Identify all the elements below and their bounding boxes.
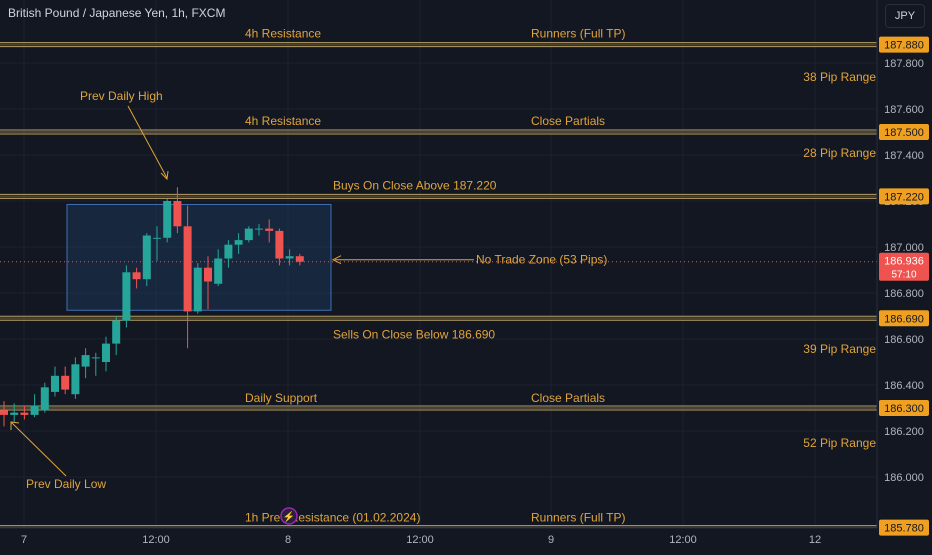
time-tick-label: 7 [21,534,27,546]
prev-low-arrow [10,421,67,477]
candle-body [142,235,151,280]
symbol-title: British Pound / Japanese Yen, 1h, FXCM [8,6,226,20]
pip-range-label: 52 Pip Range [803,436,876,450]
event-badge [280,507,298,525]
level-left-text: 4h Resistance [245,114,321,128]
grid [0,0,877,528]
price-tick-label: 187.600 [884,104,924,116]
candle-body [255,228,263,230]
candle-body [20,412,29,415]
time-tick-label: 12:00 [406,534,434,546]
candle-body [214,258,223,284]
level-price-text: 185.780 [884,523,924,535]
pip-range-label: 28 Pip Range [803,146,876,160]
level-left-text: Sells On Close Below 186.690 [333,327,495,341]
pip-range-label: 38 Pip Range [803,70,876,84]
time-tick-label: 12:00 [669,534,697,546]
level-price-tag [879,310,929,327]
level-price-tag [879,519,929,536]
price-tick-label: 186.000 [884,472,924,484]
price-tick-label: 186.800 [884,288,924,300]
prev-low-arrow-head [10,421,20,430]
current-price-tag [879,252,929,281]
level-right-text: Close Partials [531,114,605,128]
candle-body [132,272,141,280]
zone-arrow-head [331,255,342,265]
level-price-tag [879,400,929,416]
level-right-text: Runners (Full TP) [531,511,625,525]
candle-body [244,228,253,241]
price-axis[interactable]: 187.800187.600187.400187.200187.000186.8… [876,0,932,550]
time-tick-label: 9 [548,534,554,546]
pip-range-label: 39 Pip Range [803,342,876,356]
candle-body [193,267,202,312]
price-tick-label: 187.400 [884,150,924,162]
level-price-tag [879,188,929,205]
level-price-text: 187.880 [884,40,924,52]
candle-body [51,375,59,392]
prev-high-arrow-head [160,170,169,181]
level-price-tag [879,36,929,53]
candle-body [102,343,110,362]
lightning-icon: ⚡ [283,510,295,523]
prev-daily-low-label: Prev Daily Low [26,477,106,491]
candle-body [0,410,8,415]
candles[interactable] [0,187,304,427]
level-price-text: 186.300 [884,403,924,415]
candle-body [163,201,172,238]
time-axis-bg [0,528,877,550]
price-tick-label: 186.400 [884,380,924,392]
candle-body [10,412,19,415]
candle-body [40,387,49,411]
time-tick-label: 8 [285,534,291,546]
level-right-text: Runners (Full TP) [531,27,625,41]
candle-body [153,237,161,239]
candle-body [30,405,39,415]
level-price-text: 187.500 [884,127,924,139]
candle-body [224,244,233,259]
level-price-tag [879,124,929,140]
candle-body [122,272,131,321]
prev-high-arrow [127,105,168,179]
level-left-text: Daily Support [245,391,318,405]
price-tick-label: 186.600 [884,334,924,346]
time-tick-label: 12 [809,534,821,546]
level-price-text: 186.690 [884,313,924,325]
level-left-text: Buys On Close Above 187.220 [333,178,497,192]
candle-body [295,256,304,262]
candle-body [183,226,192,312]
candle-body [61,375,70,390]
candle-body [81,355,90,367]
currency-button[interactable]: JPY [885,4,925,28]
candle-body [112,320,121,344]
price-tick-label: 186.200 [884,426,924,438]
level-price-text: 187.220 [884,191,924,203]
candle-body [91,357,100,359]
current-price-text: 186.936 [884,256,924,268]
time-axis[interactable]: 7 12:00 8 12:00 9 12:00 12 ⚡ [0,507,877,550]
zone-label: No Trade Zone (53 Pips) [476,253,607,267]
candle-body [265,228,274,231]
level-left-text: 1h Prev Resistance (01.02.2024) [245,511,420,525]
time-tick-label: 12:00 [142,534,170,546]
candle-body [234,240,243,245]
level-right-text: Close Partials [531,391,605,405]
candle-body [71,364,80,395]
candle-body [275,230,284,259]
candle-body [285,256,294,259]
candle-body [173,201,182,227]
countdown-text: 57:10 [891,270,916,281]
candle-body [204,267,212,282]
price-tick-label: 187.800 [884,58,924,70]
level-left-text: 4h Resistance [245,27,321,41]
price-tick-label: 187.000 [884,242,924,254]
prev-daily-high-label: Prev Daily High [80,89,163,103]
